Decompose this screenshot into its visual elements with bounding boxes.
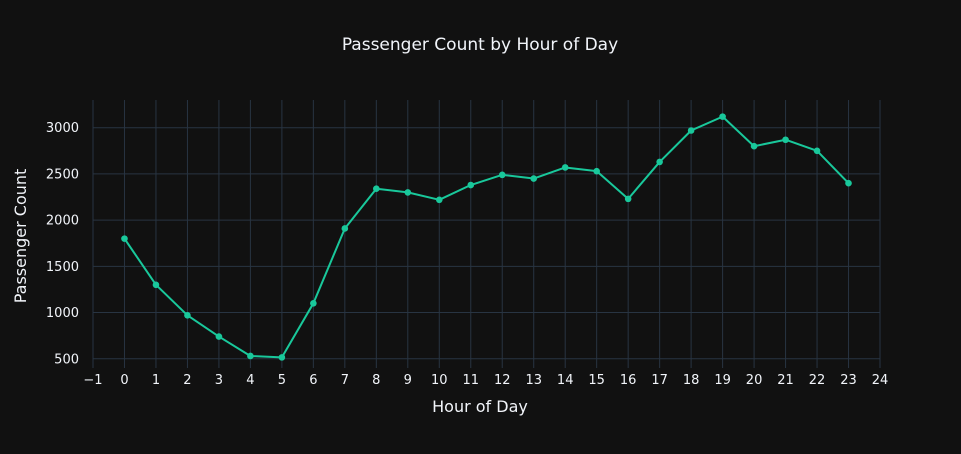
x-tick-label: 24 — [872, 373, 889, 388]
x-tick-label: 11 — [462, 373, 479, 388]
chart-title: Passenger Count by Hour of Day — [342, 35, 618, 55]
data-point[interactable] — [278, 354, 286, 361]
x-tick-label: 2 — [183, 373, 191, 388]
data-point[interactable] — [845, 179, 852, 187]
data-point[interactable] — [624, 195, 632, 203]
data-point[interactable] — [687, 127, 695, 134]
data-point[interactable] — [530, 175, 538, 182]
data-point[interactable] — [310, 300, 317, 307]
x-tick-label: 4 — [246, 373, 254, 388]
data-point[interactable] — [593, 167, 600, 175]
data-point[interactable] — [341, 225, 349, 232]
x-tick-label: 8 — [372, 373, 380, 388]
x-tick-label: 3 — [215, 373, 223, 388]
x-tick-label: 23 — [840, 373, 857, 388]
data-point[interactable] — [813, 147, 821, 155]
data-point[interactable] — [719, 113, 726, 120]
data-point[interactable] — [404, 189, 412, 196]
data-point[interactable] — [561, 164, 569, 171]
x-tick-label: 1 — [152, 373, 160, 388]
tick-labels: −1 0 1 2 3 4 5 6 7 8 9 10 11 12 13 14 15 16 17 18 19 20 21 22 23… — [46, 121, 888, 388]
data-point[interactable] — [215, 333, 223, 340]
y-tick-label: 3000 — [46, 121, 79, 136]
y-tick-label: 500 — [54, 352, 79, 367]
data-point[interactable] — [247, 352, 254, 360]
x-tick-label: 0 — [120, 373, 128, 388]
y-tick-label: 1000 — [46, 306, 79, 321]
data-point[interactable] — [750, 142, 758, 150]
x-tick-label: 15 — [588, 373, 605, 388]
x-tick-label: 21 — [777, 373, 794, 388]
data-point[interactable] — [373, 185, 380, 193]
x-tick-label: 14 — [557, 373, 574, 388]
x-tick-label: 6 — [309, 373, 317, 388]
data-point[interactable] — [184, 312, 191, 319]
x-tick-label: 12 — [494, 373, 511, 388]
data-point[interactable] — [498, 171, 506, 179]
x-axis-title: Hour of Day — [432, 397, 528, 416]
x-tick-label: 18 — [683, 373, 700, 388]
data-point[interactable] — [152, 281, 160, 289]
x-tick-label: 20 — [746, 373, 763, 388]
x-tick-label: 13 — [525, 373, 542, 388]
x-tick-label: −1 — [83, 373, 102, 388]
x-tick-label: 7 — [341, 373, 349, 388]
x-tick-label: 9 — [404, 373, 412, 388]
x-tick-label: 22 — [809, 373, 826, 388]
data-point[interactable] — [656, 158, 663, 166]
data-point[interactable] — [467, 181, 475, 189]
grid-lines — [92, 100, 881, 368]
y-tick-label: 1500 — [46, 260, 79, 275]
x-tick-label: 16 — [620, 373, 637, 388]
data-point[interactable] — [782, 136, 789, 144]
y-tick-label: 2500 — [46, 167, 79, 182]
y-axis-title: Passenger Count — [11, 169, 30, 304]
y-tick-label: 2000 — [46, 214, 79, 229]
x-tick-label: 19 — [714, 373, 731, 388]
x-tick-label: 10 — [431, 373, 448, 388]
series-line — [123, 115, 850, 359]
data-point[interactable] — [121, 235, 128, 242]
series-layer — [121, 113, 852, 361]
data-point[interactable] — [435, 196, 443, 204]
x-tick-label: 5 — [278, 373, 286, 388]
x-tick-label: 17 — [651, 373, 668, 388]
